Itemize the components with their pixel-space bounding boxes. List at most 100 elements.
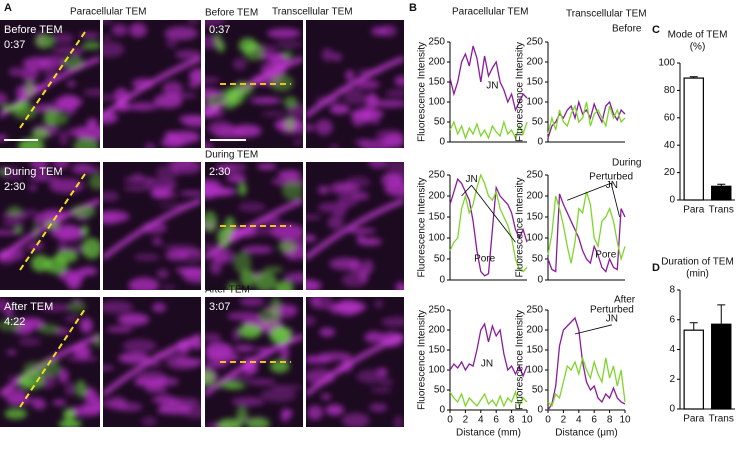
magenta-signal: [368, 162, 386, 169]
magenta-signal: [325, 404, 344, 416]
junction: [205, 333, 303, 397]
y-tick-label: 0: [439, 137, 445, 148]
column-header: Paracellular TEM: [452, 7, 529, 18]
magenta-signal: [376, 138, 387, 146]
magenta-signal: [103, 210, 130, 223]
time-stamp: 0:37: [4, 39, 25, 51]
magenta-signal: [232, 327, 241, 342]
magenta-signal: [226, 311, 262, 321]
green-signal: [269, 360, 290, 373]
magenta-signal: [133, 253, 160, 261]
panel-label: B: [409, 2, 417, 14]
magenta-signal: [232, 58, 247, 70]
magenta-signal: [162, 81, 183, 96]
magenta-signal: [275, 41, 303, 48]
magenta-signal: [32, 400, 47, 410]
magenta-signal: [122, 339, 157, 353]
junction: [306, 56, 404, 118]
green-signal: [63, 408, 76, 420]
x-tick-label: 4: [576, 415, 582, 426]
y-tick-label: 50: [434, 385, 446, 396]
magenta-signal: [205, 242, 214, 252]
green-signal: [82, 225, 89, 237]
micrograph: [205, 20, 303, 148]
y-tick-label: 0: [439, 275, 445, 286]
green-signal: [44, 107, 58, 126]
y-tick-label: 150: [428, 77, 445, 88]
condition-label: During TEM: [205, 150, 258, 161]
y-tick-label: 150: [428, 212, 445, 223]
y-axis-label: Fluorescence Intensity: [417, 177, 428, 277]
magenta-signal: [184, 117, 201, 128]
y-tick-label: 250: [526, 170, 543, 181]
y-tick-label: 0: [669, 195, 675, 206]
y-axis-label: Fluorescence Intensity: [515, 310, 526, 410]
magenta-signal: [164, 26, 199, 41]
magenta-signal: [381, 316, 404, 327]
green-signal: [269, 326, 291, 345]
annotation: JN: [606, 180, 618, 191]
y-tick-label: 0: [537, 405, 543, 416]
magenta-signal: [205, 332, 222, 343]
green-signal: [227, 282, 238, 290]
magenta-signal: [65, 382, 75, 396]
green-signal: [4, 408, 27, 420]
green-signal: [238, 37, 257, 54]
magenta-signal: [108, 396, 128, 411]
annotation-arrow: [471, 184, 516, 243]
magenta-signal: [345, 69, 355, 81]
green-signal: [281, 51, 294, 60]
magenta-signal: [293, 139, 303, 145]
image-content: [0, 31, 100, 148]
micrograph: [103, 297, 201, 427]
y-tick-label: 200: [526, 57, 543, 68]
magenta-signal: [282, 409, 294, 418]
magenta-signal: [364, 331, 385, 343]
magenta-signal: [179, 191, 201, 196]
green-signal: [71, 205, 96, 218]
y-tick-label: 100: [428, 97, 445, 108]
magenta-signal: [103, 191, 120, 202]
magenta-signal: [321, 48, 334, 62]
magenta-signal: [173, 249, 201, 255]
bar: [683, 77, 704, 201]
magenta-signal: [84, 387, 97, 403]
green-signal: [7, 206, 23, 217]
row-label: Before: [612, 24, 642, 35]
magenta-signal: [329, 257, 360, 270]
row-label: After: [614, 295, 636, 306]
green-signal: [31, 127, 50, 140]
x-tick-label: Trans: [709, 414, 734, 425]
magenta-signal: [27, 176, 60, 181]
magenta-signal: [18, 338, 41, 346]
magenta-signal: [270, 223, 303, 240]
magenta-signal: [394, 75, 404, 87]
magenta-signal: [205, 20, 226, 28]
data-line: [449, 173, 528, 273]
annotation: JN: [481, 359, 493, 370]
y-tick-label: 250: [526, 37, 543, 48]
magenta-signal: [360, 105, 373, 120]
magenta-signal: [165, 36, 178, 49]
bar: [711, 185, 732, 201]
data-line: [547, 355, 626, 408]
green-signal: [282, 180, 303, 201]
micrograph: [205, 297, 303, 427]
magenta-signal: [145, 142, 156, 148]
y-tick-label: 200: [428, 57, 445, 68]
green-signal: [58, 419, 82, 427]
green-signal: [18, 370, 45, 390]
magenta-signal: [32, 167, 50, 177]
chart-title: (%): [690, 42, 706, 53]
y-tick-label: 50: [434, 254, 446, 265]
time-stamp: 2:30: [209, 166, 230, 178]
magenta-signal: [379, 379, 394, 385]
image-content: [306, 297, 404, 427]
magenta-signal: [374, 299, 384, 308]
green-signal: [16, 100, 31, 109]
magenta-signal: [395, 281, 404, 290]
magenta-signal: [175, 50, 201, 60]
magenta-signal: [134, 378, 167, 387]
y-tick-label: 40: [664, 140, 676, 151]
magenta-signal: [386, 177, 404, 182]
